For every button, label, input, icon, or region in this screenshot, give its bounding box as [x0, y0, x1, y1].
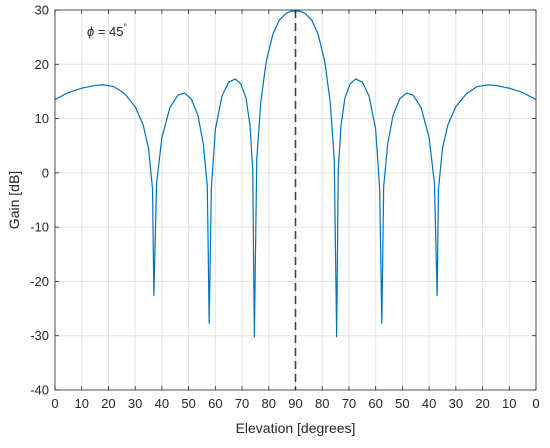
x-tick-label: 80 [262, 396, 276, 411]
phi-symbol: ϕ [87, 24, 94, 39]
phi-degree: ° [124, 22, 128, 32]
y-tick-label: 0 [42, 165, 49, 180]
x-tick-label: 0 [51, 396, 58, 411]
x-tick-label: 30 [128, 396, 142, 411]
y-tick-label: 10 [35, 111, 49, 126]
x-tick-label: 40 [155, 396, 169, 411]
x-tick-label: 50 [395, 396, 409, 411]
y-tick-label: -40 [30, 383, 49, 398]
x-tick-label: 10 [74, 396, 88, 411]
ticks [54, 9, 537, 391]
x-tick-label: 20 [101, 396, 115, 411]
x-tick-label: 70 [342, 396, 356, 411]
phi-annotation: ϕ = 45° [87, 22, 128, 39]
y-tick-label: -20 [30, 274, 49, 289]
x-tick-labels: 0 10 20 30 40 50 60 70 80 90 80 70 60 50 40 30 20 10 0 [51, 396, 539, 411]
y-axis-title: Gain [dB] [6, 171, 22, 229]
y-tick-label: 30 [35, 3, 49, 18]
x-tick-label: 80 [315, 396, 329, 411]
x-tick-label: 90 [288, 396, 302, 411]
x-tick-label: 20 [475, 396, 489, 411]
x-tick-label: 60 [208, 396, 222, 411]
x-tick-label: 40 [422, 396, 436, 411]
x-tick-label: 60 [368, 396, 382, 411]
y-tick-labels: -40 -30 -20 -10 0 10 20 30 [30, 3, 49, 398]
x-tick-label: 10 [502, 396, 516, 411]
phi-value: = 45 [94, 24, 123, 39]
x-tick-label: 30 [449, 396, 463, 411]
y-tick-label: 20 [35, 57, 49, 72]
x-tick-label: 70 [235, 396, 249, 411]
x-axis-title: Elevation [degrees] [236, 420, 356, 436]
x-tick-label: 0 [532, 396, 539, 411]
x-tick-label: 50 [181, 396, 195, 411]
y-tick-label: -10 [30, 220, 49, 235]
y-tick-label: -30 [30, 328, 49, 343]
